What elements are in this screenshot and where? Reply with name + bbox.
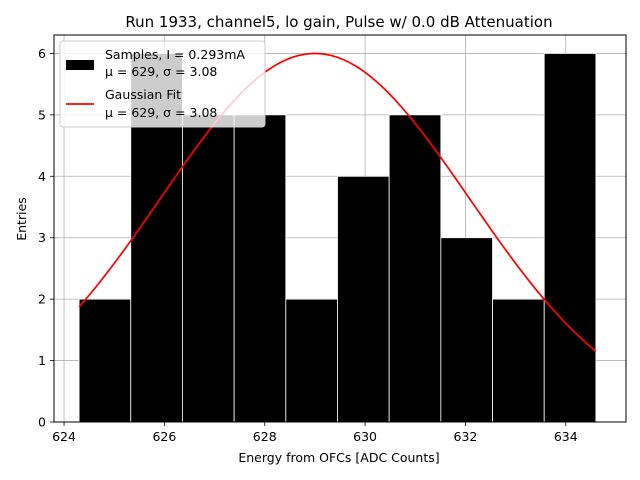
x-axis-label: Energy from OFCs [ADC Counts]	[238, 450, 439, 465]
histogram-bar	[78, 298, 132, 423]
y-axis-ticks: 0 1 2 3 4 5 6	[38, 46, 54, 430]
histogram-bar	[492, 298, 545, 423]
gaussian-fit-line	[78, 52, 597, 353]
histogram-bar	[337, 175, 390, 423]
histogram-bar	[440, 237, 493, 423]
legend-fit-label: Gaussian Fit	[105, 87, 181, 102]
y-tick-label: 5	[38, 107, 46, 122]
chart-title: Run 1933, channel5, lo gain, Pulse w/ 0.…	[125, 13, 552, 31]
x-axis-ticks: 624 626 628 630 632 634	[52, 422, 578, 444]
y-tick-label: 6	[38, 46, 46, 61]
histogram-bar	[233, 114, 287, 423]
y-tick-label: 1	[38, 353, 46, 368]
y-tick-label: 3	[38, 230, 46, 245]
x-tick-label: 632	[454, 429, 478, 444]
plot-frame	[53, 34, 627, 423]
y-axis-label: Entries	[14, 197, 29, 241]
x-tick-label: 628	[253, 429, 277, 444]
gaussian-fit	[78, 52, 597, 353]
y-tick-label: 2	[38, 292, 46, 307]
x-tick-label: 630	[353, 429, 377, 444]
y-tick-label: 0	[38, 415, 46, 430]
histogram-bar	[388, 114, 442, 423]
legend-samples-label: Samples, I = 0.293mA	[105, 47, 245, 62]
legend-fit-stats: μ = 629, σ = 3.08	[105, 105, 217, 120]
x-tick-label: 634	[554, 429, 578, 444]
x-tick-label: 624	[52, 429, 76, 444]
legend: Samples, I = 0.293mA μ = 629, σ = 3.08 G…	[59, 40, 266, 128]
legend-samples-swatch	[66, 60, 94, 70]
y-tick-label: 4	[38, 169, 46, 184]
legend-samples-stats: μ = 629, σ = 3.08	[105, 64, 217, 79]
histogram-bar	[543, 53, 597, 423]
histogram-bar	[285, 298, 338, 423]
x-tick-label: 626	[152, 429, 176, 444]
legend-box	[59, 40, 266, 128]
histogram-bar	[182, 114, 235, 423]
